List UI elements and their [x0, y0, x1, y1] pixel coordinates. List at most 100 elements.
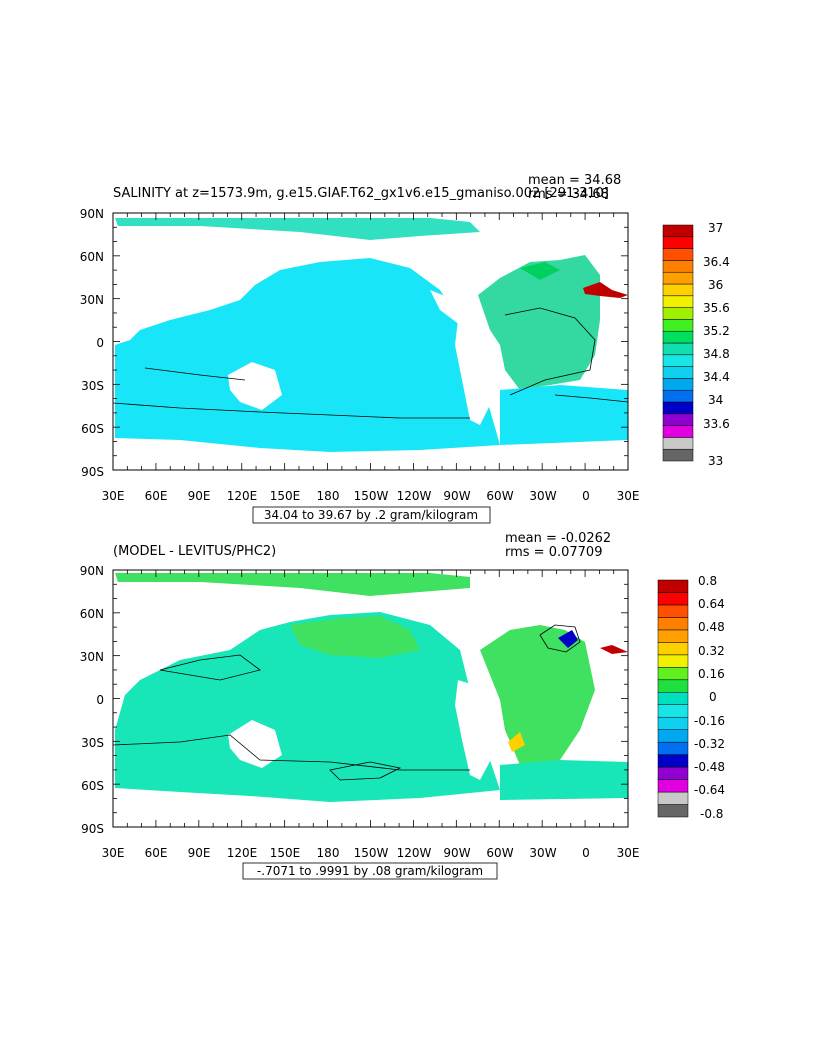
south-america-land [455, 680, 500, 780]
atlantic-difference-area [480, 625, 595, 765]
salinity-contour [144, 367, 246, 381]
difference-panel: (MODEL - LEVITUS/PHC2) mean = -0.0262 rm… [0, 530, 818, 894]
colorbar-swatch [657, 704, 689, 718]
labrador-sea-feature [520, 262, 560, 280]
colorbar-swatch [662, 389, 694, 403]
lat-label: 30S [81, 379, 104, 393]
salinity-map-figure: SALINITY at z=1573.9m, g.e15.GIAF.T62_gx… [80, 173, 730, 524]
colorbar-label: -0.48 [694, 760, 725, 774]
salinity-lat-axis: 90N 60N 30N 0 30S 60S 90S [80, 207, 104, 479]
difference-contour [112, 734, 470, 771]
colorbar-swatch [657, 716, 689, 730]
colorbar-label: 34 [708, 393, 723, 407]
colorbar-label: -0.64 [694, 783, 725, 797]
difference-map [112, 569, 629, 828]
lat-label: 60S [81, 779, 104, 793]
colorbar-swatch [662, 378, 694, 391]
colorbar-swatch [657, 791, 689, 805]
colorbar-swatch [657, 592, 689, 606]
difference-colorbar [657, 579, 689, 818]
arctic-strip [115, 218, 480, 240]
north-pacific-positive [290, 616, 420, 658]
salinity-contour [504, 307, 596, 396]
lon-label: 150W [354, 846, 389, 860]
colorbar-swatch [657, 604, 689, 618]
south-america-land [455, 320, 500, 425]
lon-label: 150E [270, 846, 301, 860]
colorbar-swatch [657, 579, 689, 593]
colorbar-swatch [657, 766, 689, 780]
difference-lon-axis: 30E 60E 90E 120E 150E 180 150W 120W 90W … [102, 846, 640, 860]
salinity-panel: SALINITY at z=1573.9m, g.e15.GIAF.T62_gx… [80, 173, 730, 524]
lon-label: 0 [582, 846, 590, 860]
colorbar-swatch [657, 729, 689, 743]
australia-land [228, 362, 282, 410]
colorbar-swatch [657, 754, 689, 768]
colorbar-swatch [657, 654, 689, 668]
colorbar-swatch [662, 224, 694, 238]
lat-label: 60N [80, 607, 104, 621]
colorbar-swatch [662, 307, 694, 320]
colorbar-swatch [662, 425, 694, 438]
colorbar-label: 0.32 [698, 644, 725, 658]
salinity-range-label: 34.04 to 39.67 by .2 gram/kilogram [264, 508, 478, 522]
australia-land [228, 720, 282, 768]
gulf-stream-negative-halo [539, 624, 581, 653]
lon-label: 60W [486, 846, 513, 860]
lon-label: 30E [617, 489, 640, 503]
mediterranean-positive [600, 645, 628, 654]
colorbar-label: 35.6 [703, 301, 730, 315]
atlantic-ocean-area [478, 255, 600, 390]
arctic-difference-strip [115, 573, 470, 596]
lon-label: 150W [354, 489, 389, 503]
colorbar-swatch [657, 692, 689, 705]
lon-label: 120E [227, 489, 258, 503]
colorbar-label: 36.4 [703, 255, 730, 269]
colorbar-label: 0 [709, 690, 717, 704]
lat-label: 90N [80, 207, 104, 221]
salinity-rms: rms = 34.68 [528, 187, 609, 202]
lon-label: 30E [102, 489, 125, 503]
difference-range-box [242, 862, 498, 880]
pacific-difference-area [115, 612, 500, 802]
lon-label: 120W [397, 846, 432, 860]
difference-range-label: -.7071 to .9991 by .08 gram/kilogram [257, 864, 483, 878]
colorbar-swatch [662, 319, 694, 332]
colorbar-swatch [657, 779, 689, 793]
lon-label: 90E [188, 846, 211, 860]
lat-label: 90S [81, 822, 104, 836]
colorbar-label: 35.2 [703, 324, 730, 338]
colorbar-swatch [657, 617, 689, 631]
difference-mean: mean = -0.0262 [505, 531, 611, 546]
salinity-mean: mean = 34.68 [528, 173, 621, 188]
colorbar-label: 36 [708, 278, 723, 292]
lon-label: 150E [270, 489, 301, 503]
colorbar-swatch [662, 342, 694, 356]
difference-lat-axis: 90N 60N 30N 0 30S 60S 90S [80, 564, 104, 836]
map-ticks [112, 212, 629, 471]
colorbar-swatch [662, 260, 694, 273]
lon-label: 120E [227, 846, 258, 860]
difference-contour [329, 761, 402, 781]
difference-title: (MODEL - LEVITUS/PHC2) [113, 544, 276, 559]
colorbar-label: 37 [708, 221, 723, 235]
lon-label: 60W [486, 489, 513, 503]
colorbar-swatch [662, 413, 694, 426]
lat-label: 30S [81, 736, 104, 750]
colorbar-label: -0.16 [694, 714, 725, 728]
lon-label: 30E [102, 846, 125, 860]
salinity-title: SALINITY at z=1573.9m, g.e15.GIAF.T62_gx… [113, 186, 609, 201]
colorbar-label: 33.6 [703, 417, 730, 431]
lon-label: 60E [145, 489, 168, 503]
colorbar-label: 0.64 [698, 597, 725, 611]
lat-label: 30N [80, 650, 104, 664]
colorbar-label: 0.16 [698, 667, 725, 681]
difference-map-figure: (MODEL - LEVITUS/PHC2) mean = -0.0262 rm… [80, 531, 725, 880]
salinity-map [112, 212, 629, 471]
lat-label: 0 [96, 336, 104, 350]
colorbar-label: 0.48 [698, 620, 725, 634]
gulf-stream-negative [558, 630, 578, 648]
colorbar-label: 0.8 [698, 574, 717, 588]
colorbar-swatch [662, 271, 694, 285]
south-ocean-band [500, 385, 628, 445]
